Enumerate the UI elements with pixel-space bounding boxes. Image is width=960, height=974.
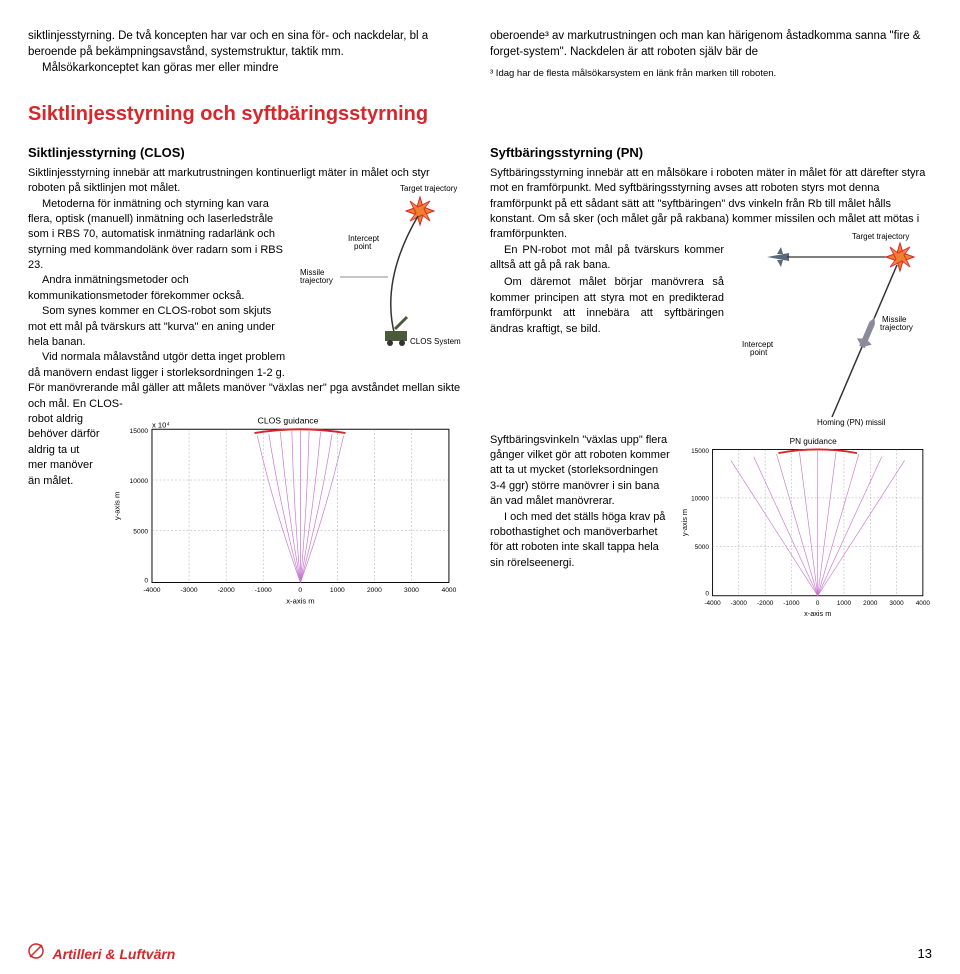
intro-right-col: oberoende³ av markutrustningen och man k… bbox=[490, 28, 932, 81]
svg-text:-2000: -2000 bbox=[218, 587, 235, 594]
svg-text:-4000: -4000 bbox=[143, 587, 160, 594]
clos-p6b: robot aldrig behöver därför aldrig ta ut… bbox=[28, 412, 100, 489]
pn-trajectory-diagram: Target trajectory Intercept point bbox=[732, 227, 932, 432]
clos-chart-exp: x 10⁴ bbox=[152, 420, 170, 429]
intro-right-text: oberoende³ av markutrustningen och man k… bbox=[490, 30, 920, 58]
svg-text:trajectory: trajectory bbox=[880, 323, 913, 332]
pn-p4: Syftbäringsvinkeln "växlas upp" flera gå… bbox=[490, 433, 670, 510]
svg-text:y-axis m: y-axis m bbox=[112, 492, 121, 521]
svg-text:-2000: -2000 bbox=[757, 600, 774, 607]
pn-title: Syftbäringsstyrning (PN) bbox=[490, 144, 932, 162]
svg-text:x-axis m: x-axis m bbox=[804, 609, 831, 618]
svg-text:5000: 5000 bbox=[695, 544, 710, 551]
clos-missile-traj-label2: trajectory bbox=[300, 276, 333, 285]
clos-column: Siktlinjesstyrning (CLOS) Siktlinjesstyr… bbox=[28, 144, 470, 625]
svg-text:-3000: -3000 bbox=[180, 587, 197, 594]
svg-text:-1000: -1000 bbox=[255, 587, 272, 594]
svg-text:-1000: -1000 bbox=[783, 600, 800, 607]
pn-p5: I och med det ställs höga krav på roboth… bbox=[490, 510, 670, 572]
pn-para-side: Syftbäringsvinkeln "växlas upp" flera gå… bbox=[490, 433, 670, 572]
svg-text:-3000: -3000 bbox=[731, 600, 748, 607]
svg-text:2000: 2000 bbox=[863, 600, 878, 607]
clos-trajectory-diagram: Target trajectory Intercept point Missil… bbox=[300, 181, 470, 356]
svg-text:1000: 1000 bbox=[837, 600, 852, 607]
pn-chart-title: PN guidance bbox=[790, 437, 837, 446]
clos-chart-title: CLOS guidance bbox=[258, 415, 319, 425]
svg-text:10000: 10000 bbox=[130, 478, 149, 485]
clos-system-label: CLOS System bbox=[410, 337, 461, 346]
svg-text:3000: 3000 bbox=[889, 600, 904, 607]
footer-brand: Artilleri & Luftvärn bbox=[28, 943, 175, 964]
content-columns: Siktlinjesstyrning (CLOS) Siktlinjesstyr… bbox=[28, 144, 932, 625]
svg-text:1000: 1000 bbox=[330, 587, 345, 594]
pn-body: Syftbäringsstyrning innebär att en målsö… bbox=[490, 166, 932, 433]
svg-text:x-axis m: x-axis m bbox=[286, 597, 315, 606]
svg-text:3000: 3000 bbox=[404, 587, 419, 594]
clos-intercept-label2: point bbox=[354, 242, 372, 251]
intro-footnote: ³ Idag har de flesta målsökarsystem en l… bbox=[490, 68, 932, 80]
clos-target-traj-label: Target trajectory bbox=[400, 184, 457, 193]
clos-title: Siktlinjesstyrning (CLOS) bbox=[28, 144, 470, 162]
svg-text:point: point bbox=[750, 348, 768, 357]
intro-columns: siktlinjesstyrning. De två koncepten har… bbox=[28, 28, 932, 81]
svg-text:0: 0 bbox=[816, 600, 820, 607]
svg-text:2000: 2000 bbox=[367, 587, 382, 594]
svg-text:0: 0 bbox=[144, 577, 148, 584]
pn-target-traj-label: Target trajectory bbox=[852, 232, 909, 241]
svg-text:-4000: -4000 bbox=[704, 600, 721, 607]
svg-text:5000: 5000 bbox=[133, 529, 148, 536]
intro-left-text: siktlinjesstyrning. De två koncepten har… bbox=[28, 30, 428, 58]
svg-text:4000: 4000 bbox=[441, 587, 456, 594]
intro-left-text2: Målsökarkonceptet kan göras mer eller mi… bbox=[28, 60, 470, 76]
svg-text:10000: 10000 bbox=[691, 495, 709, 502]
clos-body: Siktlinjesstyrning innebär att markutrus… bbox=[28, 166, 470, 412]
clos-chart: x 10⁴ CLOS guidance 0 5 bbox=[106, 412, 470, 613]
footer-brand-text: Artilleri & Luftvärn bbox=[52, 946, 175, 962]
section-title: Siktlinjesstyrning och syftbäringsstyrni… bbox=[28, 103, 932, 126]
page-number: 13 bbox=[918, 946, 932, 961]
svg-text:0: 0 bbox=[298, 587, 302, 594]
clos-p6a: För manövrerande mål gäller att målets m… bbox=[28, 382, 460, 409]
svg-text:y-axis m: y-axis m bbox=[680, 509, 689, 536]
page-footer: Artilleri & Luftvärn 13 bbox=[28, 943, 932, 964]
svg-text:0: 0 bbox=[705, 590, 709, 597]
svg-text:15000: 15000 bbox=[130, 428, 149, 435]
svg-text:15000: 15000 bbox=[691, 448, 709, 455]
svg-text:Homing (PN) missil: Homing (PN) missil bbox=[817, 418, 886, 427]
footer-logo-icon bbox=[28, 943, 44, 959]
svg-text:4000: 4000 bbox=[916, 600, 931, 607]
intro-left-col: siktlinjesstyrning. De två koncepten har… bbox=[28, 28, 470, 81]
pn-chart: PN guidance 0 5000 10000 15000 -40 bbox=[676, 433, 932, 625]
pn-column: Syftbäringsstyrning (PN) Syftbäringsstyr… bbox=[490, 144, 932, 625]
